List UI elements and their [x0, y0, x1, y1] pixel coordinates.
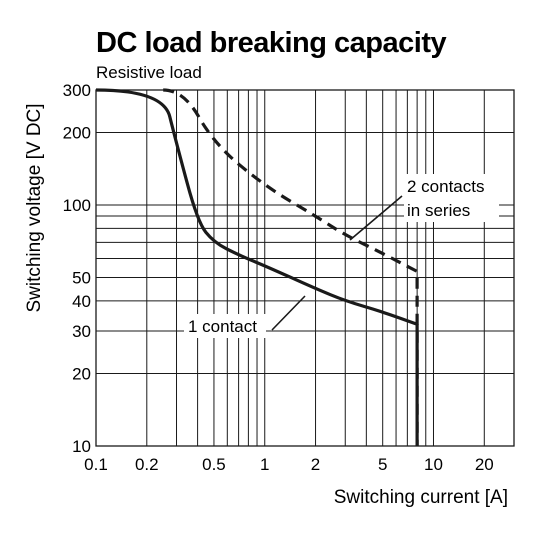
annotation-bg-1-contact [184, 314, 266, 338]
x-tick-label: 5 [378, 455, 387, 474]
tick-labels: 0.1 0.2 0.5 1 2 5 10 20 10 20 30 40 50 100 200 300 [63, 81, 494, 474]
x-tick-label: 0.2 [135, 455, 159, 474]
y-tick-label: 50 [72, 269, 91, 288]
y-axis-label: Switching voltage [V DC] [24, 103, 45, 312]
x-tick-label: 0.5 [202, 455, 226, 474]
y-tick-label: 20 [72, 364, 91, 383]
y-tick-label: 100 [63, 196, 91, 215]
y-tick-label: 200 [63, 123, 91, 142]
annotation-leader-2-contacts [349, 195, 403, 241]
plot-frame [95, 89, 515, 447]
x-axis-label: Switching current [A] [334, 487, 508, 508]
series-line-2-contacts-in-series [163, 88, 419, 446]
series-line-1-contact [95, 88, 419, 446]
grid [95, 89, 515, 447]
y-tick-label: 30 [72, 322, 91, 341]
x-tick-label: 1 [260, 455, 269, 474]
annotation-2-contacts: 2 contacts [407, 177, 485, 196]
chart-subtitle: Resistive load [96, 63, 202, 82]
x-tick-label: 2 [311, 455, 320, 474]
chart-title: DC load breaking capacity [96, 27, 446, 59]
y-tick-label: 10 [72, 437, 91, 456]
y-tick-label: 300 [63, 81, 91, 100]
annotation-bg-2-contacts [404, 174, 499, 222]
annotation-leader-1-contact [271, 295, 306, 331]
y-tick-label: 40 [72, 292, 91, 311]
annotation-1-contact: 1 contact [188, 317, 257, 336]
x-tick-label: 10 [424, 455, 443, 474]
series [95, 88, 419, 446]
x-tick-label: 0.1 [84, 455, 108, 474]
x-tick-label: 20 [475, 455, 494, 474]
annotation-in-series: in series [407, 201, 470, 220]
